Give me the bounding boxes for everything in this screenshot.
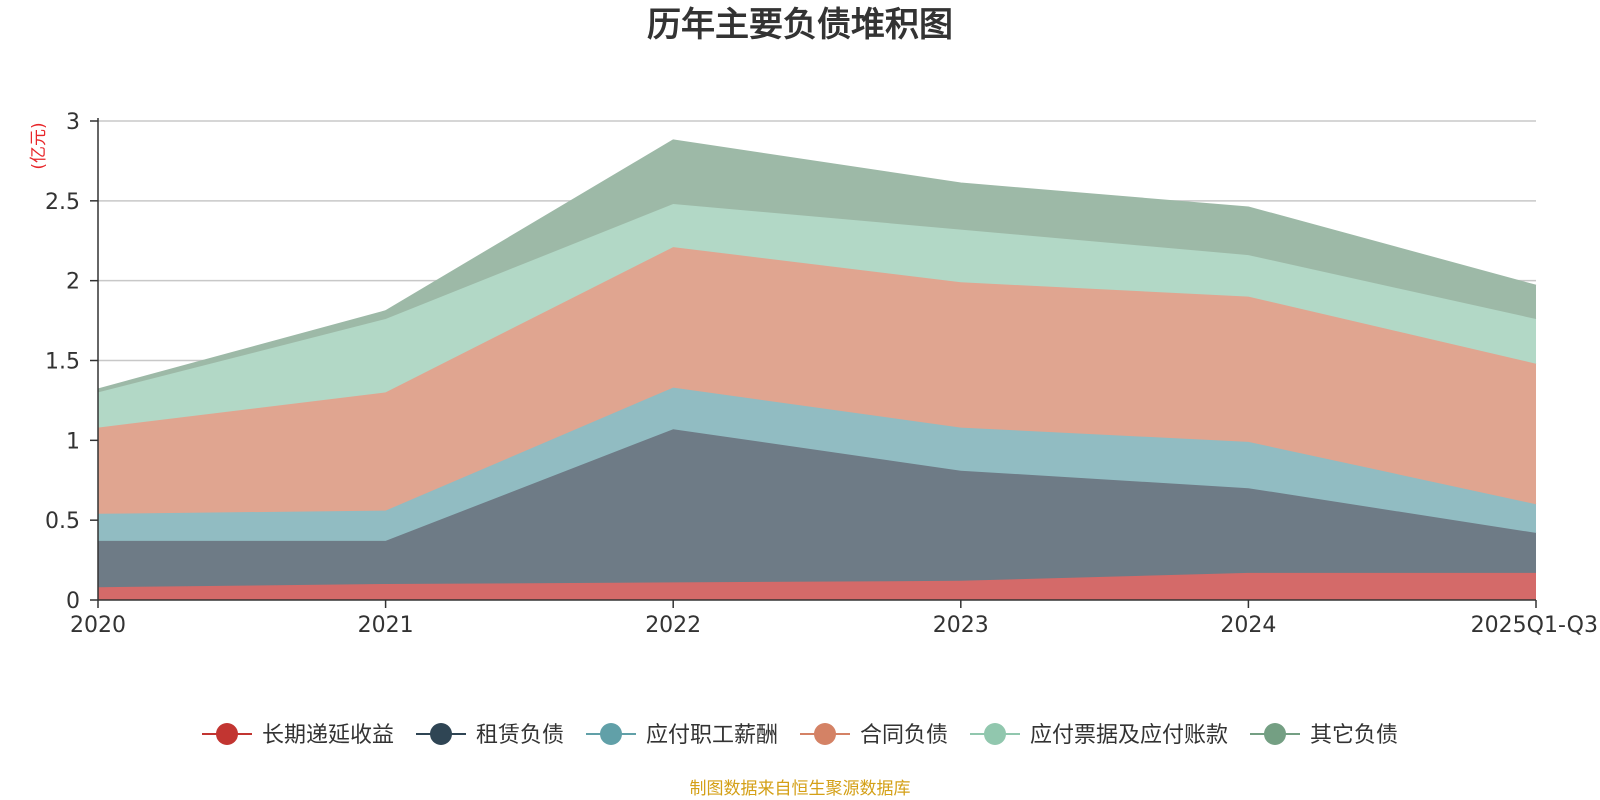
legend: 长期递延收益 租赁负债 应付职工薪酬 合同负债 应付票据及应付账款 其它负债 [202,723,1398,748]
y-tick-label: 2.5 [45,190,80,215]
legend-item-1: 长期递延收益 [202,723,394,748]
legend-item-4: 合同负债 [800,723,948,748]
legend-marker [600,723,622,745]
legend-label: 应付票据及应付账款 [1030,723,1228,748]
area-series-edge-6 [97,139,1537,390]
legend-item-2: 租赁负债 [416,723,564,748]
area-series-2 [98,429,1536,588]
x-tick-label: 2025Q1-Q3 [1471,613,1598,638]
legend-label: 长期递延收益 [262,723,394,748]
series-areas [97,139,1537,600]
y-axis-unit-label: (亿元) [29,122,49,169]
area-series-4 [98,247,1536,514]
x-tick-label: 2021 [358,613,414,638]
area-series-3 [98,387,1536,541]
x-tick-label: 2020 [70,613,126,638]
legend-marker [430,723,452,745]
legend-label: 应付职工薪酬 [646,723,778,748]
y-tick-label: 3 [66,110,80,135]
data-source-note: 制图数据来自恒生聚源数据库 [690,779,911,799]
legend-marker [216,723,238,745]
x-tick-label: 2023 [933,613,989,638]
legend-label: 其它负债 [1310,723,1398,748]
axes: 0 0.5 1 1.5 2 2.5 3 2020 2021 2022 2023 2024 2025Q1-… [45,110,1598,638]
y-tick-label: 0.5 [45,509,80,534]
y-tick-label: 0 [66,589,80,614]
area-series-1 [98,572,1536,600]
legend-marker [1264,723,1286,745]
legend-label: 合同负债 [860,723,948,748]
area-series-6 [98,140,1536,393]
chart-title: 历年主要负债堆积图 [647,5,953,45]
legend-label: 租赁负债 [476,723,564,748]
y-tick-label: 1 [66,429,80,454]
legend-item-3: 应付职工薪酬 [586,723,778,748]
x-tick-label: 2024 [1220,613,1276,638]
y-tick-label: 1.5 [45,350,80,375]
legend-marker [984,723,1006,745]
legend-marker [814,723,836,745]
legend-item-6: 其它负债 [1250,723,1398,748]
area-series-5 [98,204,1536,428]
y-tick-label: 2 [66,270,80,295]
legend-item-5: 应付票据及应付账款 [970,723,1228,748]
x-tick-label: 2022 [645,613,701,638]
